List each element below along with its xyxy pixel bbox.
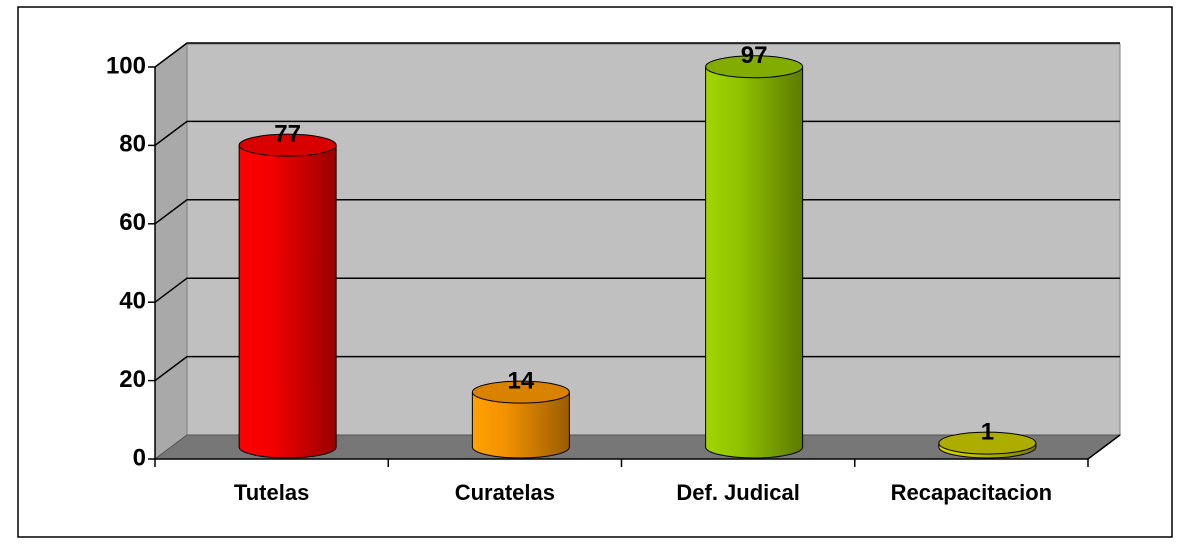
grid-line xyxy=(154,199,1120,225)
bar-top xyxy=(471,380,570,404)
data-label: 14 xyxy=(508,367,535,394)
data-label: 97 xyxy=(741,42,768,69)
side-wall xyxy=(154,43,188,460)
x-tick-label: Def. Judical xyxy=(676,480,799,505)
x-axis-depth xyxy=(1087,434,1121,460)
grid-line xyxy=(154,42,1120,68)
x-tick-label: Tutelas xyxy=(234,480,309,505)
bar-top xyxy=(705,55,804,79)
x-tick-label: Recapacitacion xyxy=(891,480,1052,505)
data-label: 77 xyxy=(274,121,301,148)
y-tick-label: 60 xyxy=(119,209,146,236)
grid-line xyxy=(154,120,1120,146)
bar xyxy=(239,145,337,447)
y-tick-label: 0 xyxy=(133,444,146,471)
data-label: 1 xyxy=(981,418,994,445)
bar xyxy=(705,66,803,447)
bar-top xyxy=(238,133,337,157)
y-tick-label: 100 xyxy=(106,52,146,79)
y-tick-label: 20 xyxy=(119,366,146,393)
bar-top xyxy=(938,431,1037,455)
y-tick-label: 80 xyxy=(119,131,146,158)
x-tick-label: Curatelas xyxy=(455,480,555,505)
y-tick-label: 40 xyxy=(119,288,146,315)
grid-line xyxy=(154,355,1120,382)
grid-line xyxy=(154,277,1120,303)
